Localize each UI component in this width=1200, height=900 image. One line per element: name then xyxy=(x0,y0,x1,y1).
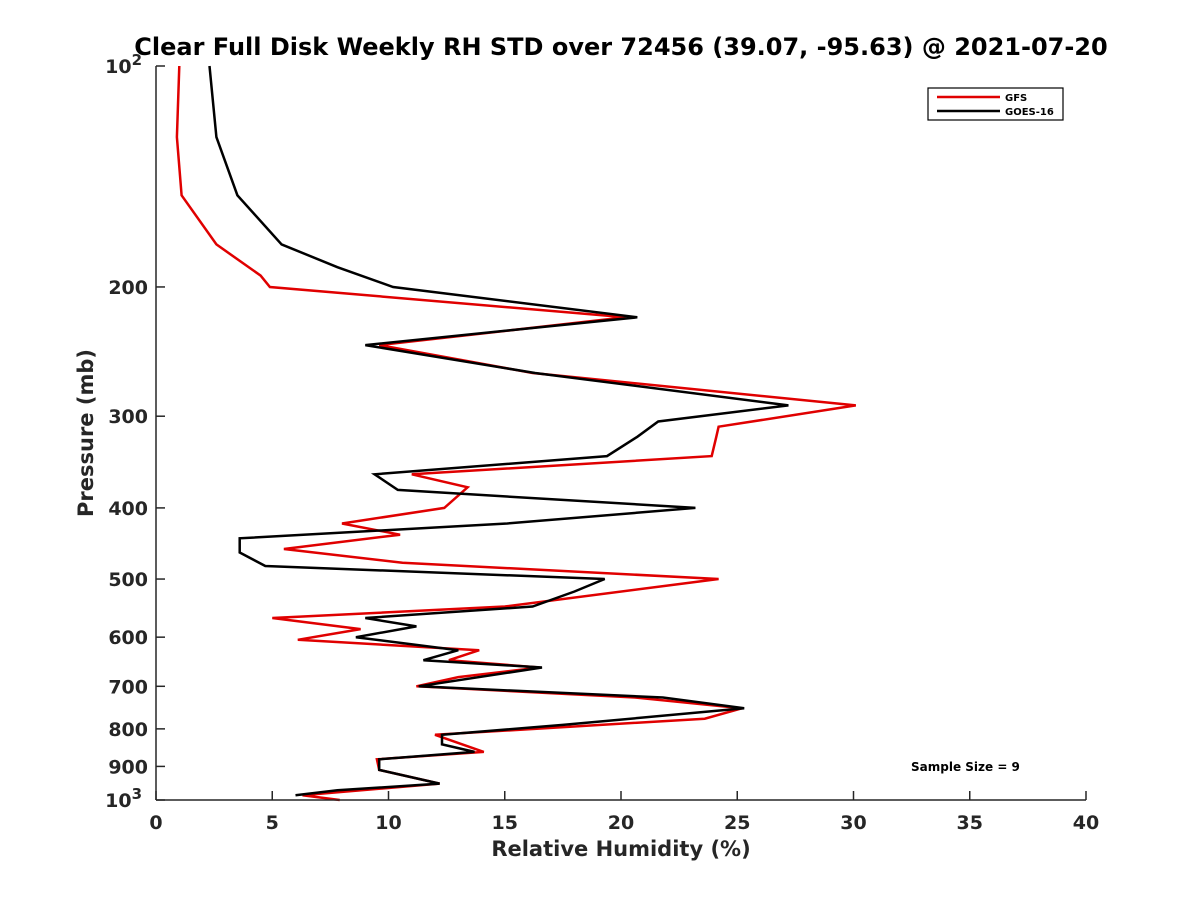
legend-box xyxy=(927,87,1064,121)
series-line-goes-16 xyxy=(208,65,789,797)
x-tick-label: 20 xyxy=(608,812,634,834)
legend-label-goes-16: GOES-16 xyxy=(1005,107,1054,118)
y-tick-label: 300 xyxy=(108,406,148,428)
x-tick-label: 30 xyxy=(840,812,866,834)
y-tick-label: 900 xyxy=(108,756,148,778)
x-tick-label: 10 xyxy=(375,812,401,834)
x-tick-label: 40 xyxy=(1073,812,1099,834)
sample-size-annotation: Sample Size = 9 xyxy=(911,760,1020,774)
y-tick-label: 102 xyxy=(105,51,142,78)
y-tick-label: 400 xyxy=(108,498,148,520)
y-tick-label: 700 xyxy=(108,676,148,698)
x-tick-label: 25 xyxy=(724,812,750,834)
x-axis-label: Relative Humidity (%) xyxy=(491,837,750,861)
x-tick-label: 0 xyxy=(149,812,162,834)
x-tick-label: 15 xyxy=(492,812,518,834)
x-tick-label: 5 xyxy=(266,812,279,834)
y-tick-label: 800 xyxy=(108,719,148,741)
x-ticks: 0 5 10 15 20 25 30 35 40 xyxy=(149,791,1099,834)
y-axis-label: Pressure (mb) xyxy=(74,349,98,517)
x-tick-label: 35 xyxy=(957,812,983,834)
y-tick-label: 600 xyxy=(108,627,148,649)
chart-title: Clear Full Disk Weekly RH STD over 72456… xyxy=(134,33,1107,61)
series-layer xyxy=(175,65,856,802)
legend-label-gfs: GFS xyxy=(1005,93,1027,104)
y-tick-label: 500 xyxy=(108,569,148,591)
y-tick-label: 200 xyxy=(108,277,148,299)
legend: GFS GOES-16 xyxy=(927,87,1064,121)
